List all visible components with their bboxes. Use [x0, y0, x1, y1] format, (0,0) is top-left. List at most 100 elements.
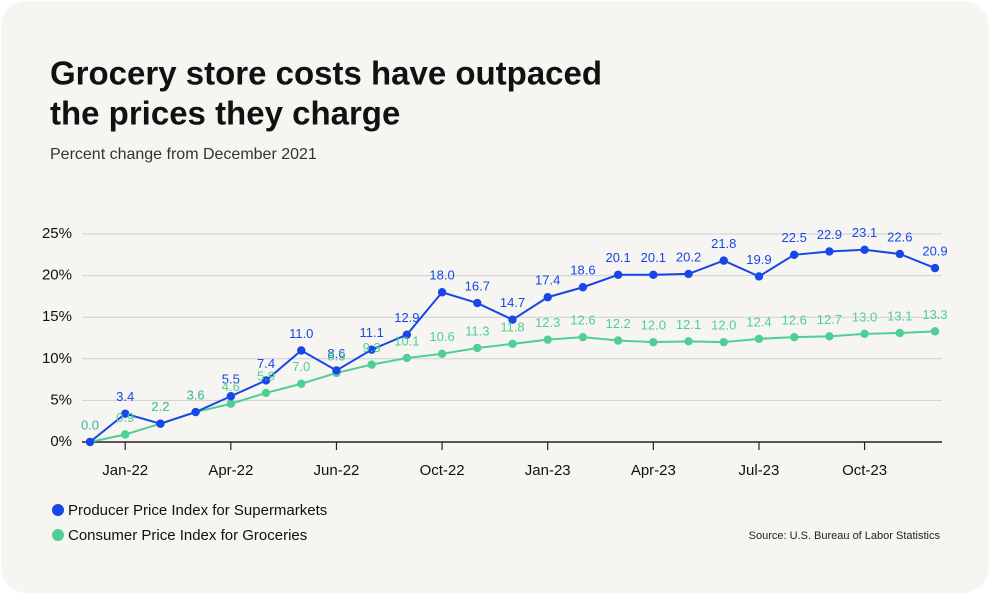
data-point: [613, 270, 623, 279]
data-label: 12.0: [641, 318, 666, 333]
data-label: 13.3: [922, 307, 947, 322]
data-label: 12.7: [817, 312, 842, 327]
data-point: [473, 343, 482, 353]
data-point: [789, 332, 799, 342]
data-label: 11.3: [465, 323, 489, 338]
data-point: [649, 337, 658, 347]
data-label: 10.6: [429, 329, 454, 344]
data-label: 3.4: [116, 389, 134, 404]
data-point: [191, 407, 200, 417]
data-point: [402, 330, 412, 339]
data-label: 20.2: [676, 249, 701, 264]
data-label: 12.6: [782, 313, 807, 328]
data-point: [789, 250, 799, 259]
x-tick-label: Oct-22: [420, 462, 465, 479]
y-tick-label: 5%: [50, 391, 72, 408]
data-point: [719, 256, 728, 265]
data-point: [649, 270, 658, 279]
data-point: [754, 334, 764, 344]
data-point: [367, 345, 376, 354]
data-point: [719, 337, 728, 347]
data-label: 20.1: [605, 250, 630, 265]
data-label: 11.8: [500, 319, 524, 334]
data-label: 20.9: [922, 244, 947, 259]
data-label: 12.6: [570, 313, 595, 328]
y-tick-label: 25%: [42, 225, 72, 242]
data-point: [121, 409, 130, 418]
y-tick-label: 10%: [42, 350, 72, 367]
data-label: 0.0: [81, 417, 99, 432]
x-tick-label: Jan-23: [525, 462, 571, 479]
legend-marker: [52, 529, 64, 541]
data-label: 14.7: [500, 295, 525, 310]
data-point: [226, 399, 236, 408]
data-label: 18.0: [429, 268, 454, 283]
data-label: 12.9: [394, 310, 419, 325]
legend-label: Consumer Price Index for Groceries: [68, 527, 307, 544]
data-point: [684, 337, 693, 346]
chart-subtitle: Percent change from December 2021: [50, 146, 317, 163]
data-point: [437, 349, 447, 359]
data-point: [473, 298, 482, 308]
data-label: 22.6: [887, 229, 912, 244]
data-label: 20.1: [641, 250, 666, 265]
legend-marker: [52, 504, 64, 516]
y-tick-label: 0%: [50, 433, 72, 450]
chart-title: Grocery store costs have outpaced: [50, 55, 602, 92]
data-point: [332, 366, 341, 375]
data-point: [543, 293, 552, 302]
data-point: [825, 247, 834, 256]
data-point: [85, 437, 95, 447]
x-tick-label: Jun-22: [314, 462, 360, 479]
data-point: [297, 379, 306, 388]
data-point: [508, 339, 517, 349]
data-label: 11.1: [359, 325, 383, 340]
data-label: 3.6: [187, 387, 205, 402]
data-label: 0.9: [116, 410, 134, 425]
data-label: 18.6: [570, 263, 595, 278]
data-label: 5.5: [222, 372, 240, 387]
data-label: 2.2: [151, 399, 169, 414]
data-point: [367, 360, 376, 369]
source: Source: U.S. Bureau of Labor Statistics: [749, 530, 941, 542]
data-label: 12.1: [676, 317, 701, 332]
data-label: 8.6: [327, 346, 345, 361]
data-point: [825, 332, 834, 341]
data-point: [895, 249, 904, 259]
data-point: [226, 392, 236, 401]
data-point: [437, 288, 447, 297]
data-point: [121, 430, 130, 439]
data-point: [860, 329, 869, 339]
data-point: [860, 245, 869, 255]
data-label: 16.7: [465, 278, 490, 293]
data-label: 7.0: [292, 359, 310, 374]
data-label: 8.3: [327, 348, 345, 363]
data-point: [156, 419, 165, 428]
x-tick-label: Apr-23: [631, 462, 676, 479]
data-point: [895, 328, 904, 338]
data-label: 11.0: [289, 326, 313, 341]
x-tick-label: Oct-23: [842, 462, 887, 479]
data-point: [684, 269, 693, 279]
data-point: [261, 376, 271, 385]
data-label: 10.1: [394, 333, 419, 348]
data-point: [261, 388, 271, 398]
data-label: 12.4: [746, 314, 771, 329]
data-point: [297, 346, 306, 355]
data-point: [543, 335, 552, 344]
data-label: 12.2: [605, 316, 630, 331]
data-label: 0.0: [81, 417, 99, 432]
data-label: 23.1: [852, 225, 877, 240]
data-label: 13.1: [887, 308, 912, 323]
chart-title: the prices they charge: [50, 95, 400, 132]
data-label: 22.5: [782, 230, 807, 245]
data-label: 2.2: [151, 399, 169, 414]
data-point: [930, 327, 940, 336]
data-point: [754, 272, 764, 281]
data-point: [578, 332, 588, 342]
data-label: 17.4: [535, 273, 560, 288]
data-label: 5.9: [257, 368, 275, 383]
data-point: [402, 353, 412, 363]
